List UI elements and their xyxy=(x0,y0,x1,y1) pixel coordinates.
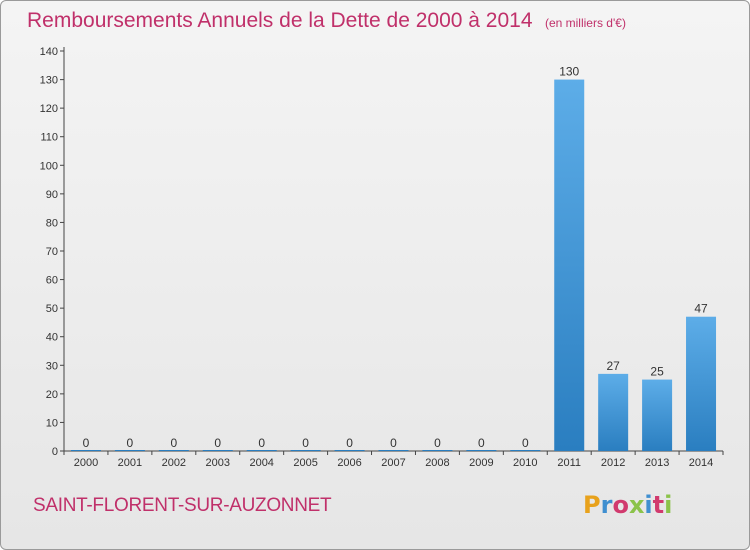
y-tick-label: 40 xyxy=(46,332,58,344)
x-tick-label: 2006 xyxy=(337,457,361,469)
bar-2003 xyxy=(202,450,233,451)
bar-2006 xyxy=(334,450,365,451)
logo-letter: P xyxy=(583,491,601,519)
y-tick-label: 50 xyxy=(46,303,58,315)
y-tick-label: 20 xyxy=(46,389,58,401)
y-tick-label: 120 xyxy=(40,103,58,115)
y-tick-label: 80 xyxy=(46,217,58,229)
bar-2012 xyxy=(598,373,629,451)
y-tick-label: 70 xyxy=(46,246,58,258)
bar-2010 xyxy=(510,450,541,451)
y-tick-label: 130 xyxy=(40,75,58,87)
x-tick-label: 2007 xyxy=(381,457,405,469)
x-tick-label: 2012 xyxy=(601,457,625,469)
data-label-2004: 0 xyxy=(258,436,265,450)
y-tick-label: 110 xyxy=(40,132,58,144)
bar-2005 xyxy=(290,450,321,451)
data-label-2002: 0 xyxy=(170,436,177,450)
y-tick-label: 140 xyxy=(40,46,58,58)
bar-2009 xyxy=(466,450,497,451)
y-tick-label: 100 xyxy=(40,160,58,172)
logo-letter: i xyxy=(664,491,673,519)
bar-2007 xyxy=(378,450,409,451)
bar-2000 xyxy=(70,450,101,451)
commune-name: SAINT-FLORENT-SUR-AUZONNET xyxy=(33,495,332,516)
data-label-2005: 0 xyxy=(302,436,309,450)
x-tick-label: 2003 xyxy=(206,457,230,469)
x-tick-label: 2005 xyxy=(293,457,317,469)
data-label-2010: 0 xyxy=(522,436,529,450)
logo-letter: i xyxy=(644,491,653,519)
data-label-2008: 0 xyxy=(434,436,441,450)
proxiti-logo: Proxiti xyxy=(583,491,672,519)
bar-2001 xyxy=(114,450,145,451)
data-label-2003: 0 xyxy=(214,436,221,450)
y-tick-label: 60 xyxy=(46,275,58,287)
data-label-2014: 47 xyxy=(694,302,708,316)
chart-title: Remboursements Annuels de la Dette de 20… xyxy=(27,9,533,32)
bar-2008 xyxy=(422,450,453,451)
x-tick-label: 2008 xyxy=(425,457,449,469)
bar-2014 xyxy=(686,316,717,451)
chart-subtitle: (en milliers d'€) xyxy=(544,16,626,30)
x-tick-label: 2011 xyxy=(557,457,581,469)
data-label-2000: 0 xyxy=(83,436,90,450)
x-tick-label: 2001 xyxy=(118,457,142,469)
y-tick-label: 90 xyxy=(46,189,58,201)
bar-2011 xyxy=(554,79,585,452)
bar-2013 xyxy=(642,379,673,451)
x-tick-label: 2000 xyxy=(74,457,98,469)
x-tick-label: 2014 xyxy=(689,457,713,469)
bar-2004 xyxy=(246,450,277,451)
y-tick-label: 0 xyxy=(52,446,58,458)
x-tick-label: 2013 xyxy=(645,457,669,469)
x-tick-label: 2004 xyxy=(249,457,273,469)
data-label-2001: 0 xyxy=(127,436,134,450)
data-label-2006: 0 xyxy=(346,436,353,450)
x-tick-label: 2010 xyxy=(513,457,537,469)
logo-letter: o xyxy=(612,491,629,519)
y-tick-label: 30 xyxy=(46,360,58,372)
x-tick-label: 2002 xyxy=(162,457,186,469)
x-tick-label: 2009 xyxy=(469,457,493,469)
logo-letter: x xyxy=(628,491,645,519)
data-label-2007: 0 xyxy=(390,436,397,450)
bar-2002 xyxy=(158,450,189,451)
data-label-2009: 0 xyxy=(478,436,485,450)
y-tick-label: 10 xyxy=(46,417,58,429)
logo-letter: t xyxy=(652,491,665,519)
data-label-2013: 25 xyxy=(650,365,664,379)
title-row: Remboursements Annuels de la Dette de 20… xyxy=(27,9,626,33)
logo-letter: r xyxy=(600,491,613,519)
data-label-2012: 27 xyxy=(606,359,620,373)
data-label-2011: 130 xyxy=(559,65,579,79)
